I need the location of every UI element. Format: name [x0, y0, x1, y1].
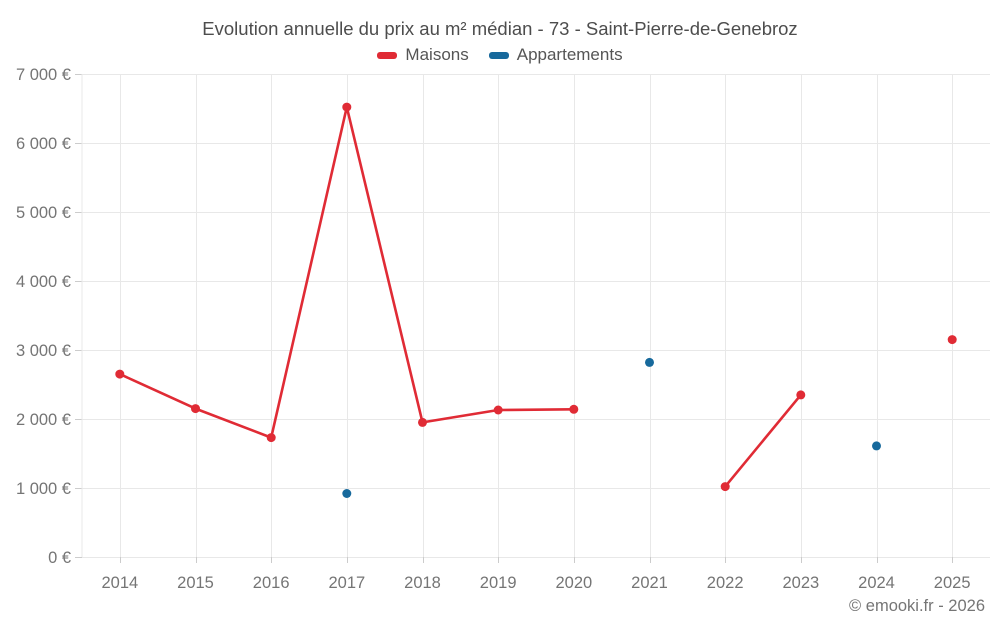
- data-point-appartements-2017[interactable]: [342, 489, 352, 498]
- data-point-maisons-2014[interactable]: [115, 369, 125, 379]
- data-point-maisons-2020[interactable]: [569, 404, 579, 414]
- y-axis-label: 5 000 €: [16, 204, 71, 222]
- y-axis-label: 3 000 €: [16, 342, 71, 360]
- x-axis-label: 2020: [555, 574, 592, 592]
- chart-legend: Maisons Appartements: [0, 45, 1000, 65]
- x-axis-label: 2016: [253, 574, 290, 592]
- legend-label-maisons: Maisons: [405, 45, 469, 64]
- legend-item-appartements[interactable]: Appartements: [488, 45, 623, 65]
- x-axis-label: 2021: [631, 574, 668, 592]
- x-axis-label: 2022: [707, 574, 744, 592]
- data-point-maisons-2017[interactable]: [342, 102, 352, 112]
- legend-item-maisons[interactable]: Maisons: [377, 45, 469, 65]
- appartements-swatch-icon: [488, 51, 509, 59]
- data-point-appartements-2021[interactable]: [645, 357, 654, 367]
- y-axis-label: 4 000 €: [16, 273, 71, 291]
- y-axis-label: 2 000 €: [16, 411, 71, 429]
- series-line-maisons: [118, 105, 576, 439]
- data-point-maisons-2022[interactable]: [720, 482, 730, 492]
- x-axis-label: 2023: [782, 574, 819, 592]
- data-point-maisons-2018[interactable]: [418, 417, 427, 427]
- x-axis-label: 2018: [404, 574, 441, 592]
- series-line-maisons: [723, 393, 803, 488]
- data-point-maisons-2025[interactable]: [947, 335, 957, 345]
- x-axis-label: 2015: [177, 574, 214, 592]
- copyright-text: © emooki.fr - 2026: [849, 597, 985, 615]
- data-point-maisons-2019[interactable]: [493, 405, 503, 415]
- x-axis-label: 2017: [328, 574, 365, 592]
- data-point-appartements-2024[interactable]: [872, 441, 881, 451]
- x-axis-label: 2019: [480, 574, 517, 592]
- x-axis-label: 2014: [101, 574, 138, 592]
- y-axis-label: 6 000 €: [16, 135, 71, 153]
- data-point-maisons-2015[interactable]: [191, 404, 200, 414]
- x-axis-label: 2025: [934, 574, 971, 592]
- y-axis-label: 0 €: [48, 549, 71, 567]
- y-axis-label: 1 000 €: [16, 480, 71, 498]
- x-axis-label: 2024: [858, 574, 895, 592]
- maisons-swatch-icon: [377, 51, 398, 59]
- y-axis-label: 7 000 €: [16, 66, 71, 84]
- chart-title: Evolution annuelle du prix au m² médian …: [202, 18, 798, 39]
- legend-label-appartements: Appartements: [516, 45, 623, 64]
- data-point-maisons-2023[interactable]: [796, 390, 806, 400]
- data-point-maisons-2016[interactable]: [266, 433, 276, 443]
